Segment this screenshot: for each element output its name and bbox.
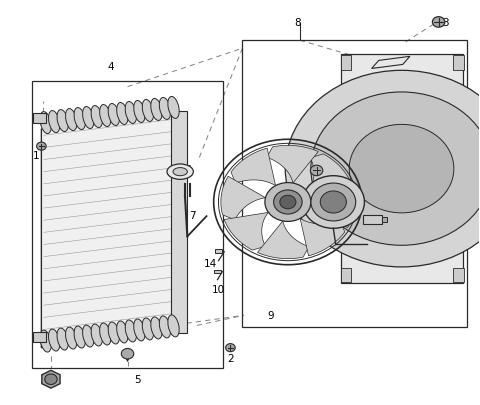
Bar: [363, 216, 382, 225]
Ellipse shape: [100, 105, 111, 127]
Ellipse shape: [74, 326, 85, 348]
Text: 6: 6: [184, 164, 191, 175]
Circle shape: [285, 71, 480, 267]
Ellipse shape: [159, 98, 171, 120]
Circle shape: [121, 349, 134, 359]
Polygon shape: [257, 222, 309, 259]
Ellipse shape: [142, 100, 154, 122]
Polygon shape: [267, 146, 318, 183]
Ellipse shape: [83, 107, 94, 129]
Circle shape: [36, 143, 46, 151]
Polygon shape: [231, 149, 276, 186]
Polygon shape: [307, 155, 351, 192]
Ellipse shape: [117, 321, 128, 343]
Bar: [242, 41, 468, 328]
Circle shape: [349, 125, 454, 213]
Ellipse shape: [151, 317, 162, 339]
Text: 14: 14: [204, 258, 217, 268]
Text: 13: 13: [430, 104, 443, 115]
Polygon shape: [41, 114, 178, 348]
Circle shape: [302, 176, 364, 229]
Text: 8: 8: [294, 18, 301, 28]
Circle shape: [320, 192, 347, 213]
Ellipse shape: [40, 112, 51, 134]
Bar: [340, 56, 351, 70]
Text: 3: 3: [443, 18, 449, 28]
Bar: [453, 268, 464, 282]
Ellipse shape: [74, 108, 85, 130]
Ellipse shape: [173, 168, 187, 176]
Bar: [215, 250, 222, 254]
Text: 5: 5: [134, 374, 141, 384]
Circle shape: [226, 344, 235, 352]
Ellipse shape: [91, 324, 102, 346]
Bar: [32, 81, 223, 368]
Ellipse shape: [100, 323, 111, 345]
Bar: [170, 112, 187, 334]
Circle shape: [274, 190, 302, 215]
Circle shape: [45, 374, 57, 384]
Text: 16: 16: [39, 374, 53, 384]
Ellipse shape: [168, 97, 179, 119]
Ellipse shape: [151, 99, 162, 121]
Ellipse shape: [57, 110, 68, 132]
Circle shape: [432, 18, 445, 28]
Text: 7: 7: [189, 211, 195, 220]
Ellipse shape: [167, 164, 193, 180]
Ellipse shape: [83, 325, 94, 347]
Ellipse shape: [134, 101, 145, 123]
Circle shape: [265, 183, 311, 222]
Bar: [214, 270, 221, 273]
Circle shape: [280, 196, 296, 209]
Ellipse shape: [125, 320, 136, 342]
Ellipse shape: [40, 330, 51, 352]
Bar: [453, 56, 464, 70]
Bar: [382, 218, 387, 223]
Text: 4: 4: [108, 62, 114, 72]
Ellipse shape: [57, 328, 68, 350]
Text: 15: 15: [295, 157, 308, 167]
Circle shape: [311, 183, 356, 222]
Text: 11: 11: [372, 224, 385, 234]
Ellipse shape: [48, 329, 60, 351]
Polygon shape: [33, 333, 46, 342]
Text: 9: 9: [268, 311, 275, 320]
Bar: [340, 55, 463, 283]
Ellipse shape: [168, 315, 179, 337]
Bar: [340, 268, 351, 282]
Polygon shape: [310, 185, 355, 228]
Text: 10: 10: [212, 284, 225, 294]
Ellipse shape: [142, 318, 154, 340]
Ellipse shape: [159, 316, 171, 338]
Polygon shape: [300, 219, 345, 256]
Ellipse shape: [108, 322, 120, 344]
Ellipse shape: [48, 111, 60, 133]
Polygon shape: [224, 213, 268, 250]
Polygon shape: [33, 114, 46, 124]
Polygon shape: [42, 371, 60, 388]
Ellipse shape: [108, 104, 120, 126]
Polygon shape: [221, 177, 265, 220]
Ellipse shape: [66, 109, 77, 131]
Ellipse shape: [66, 327, 77, 349]
Text: 1: 1: [33, 151, 40, 161]
Circle shape: [311, 166, 323, 176]
Ellipse shape: [91, 106, 102, 128]
Ellipse shape: [117, 103, 128, 125]
Ellipse shape: [125, 102, 136, 124]
Polygon shape: [372, 57, 410, 69]
Text: 2: 2: [227, 353, 234, 363]
Text: 12: 12: [310, 240, 323, 250]
Circle shape: [311, 93, 480, 246]
Ellipse shape: [134, 319, 145, 341]
